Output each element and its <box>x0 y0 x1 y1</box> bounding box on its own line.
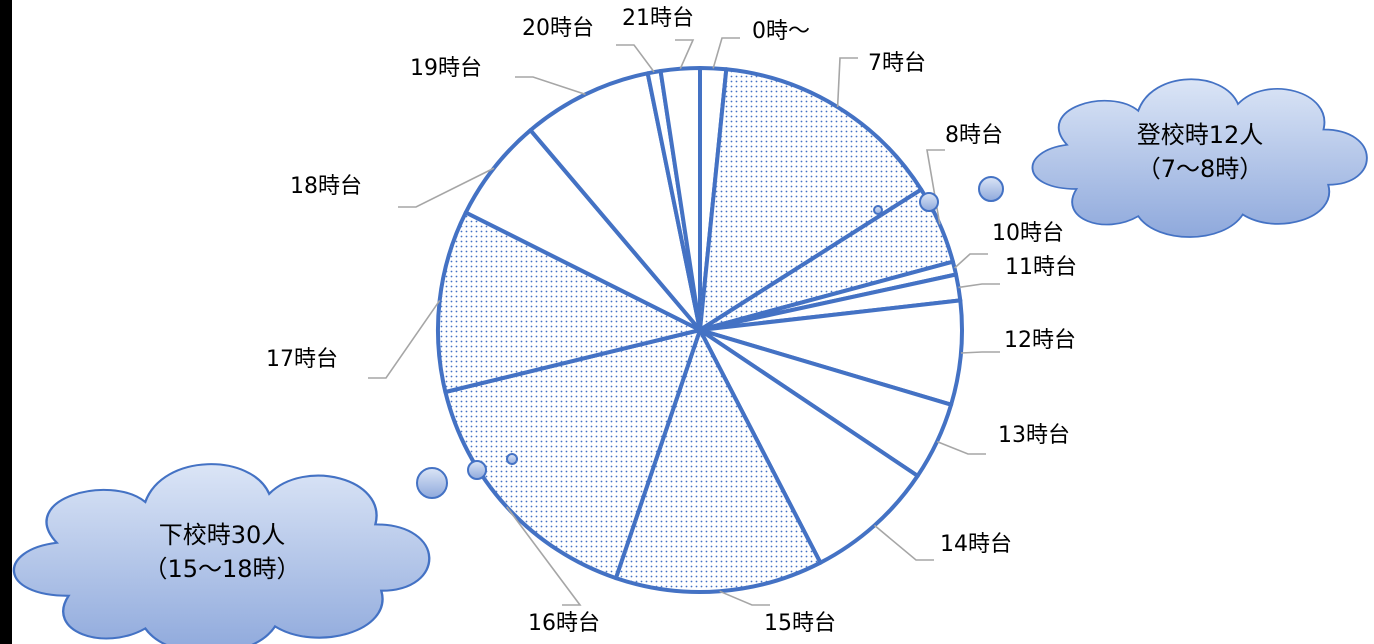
slice-label: 0時〜 <box>752 19 810 44</box>
callout-bubble <box>506 453 518 465</box>
leader-line <box>958 283 1000 289</box>
slice-label: 7時台 <box>868 51 926 76</box>
slice-label: 21時台 <box>622 6 694 31</box>
left-edge-bar <box>0 0 12 644</box>
leader-line <box>960 351 1000 354</box>
callout-bubble <box>978 176 1004 202</box>
pie-slice <box>658 66 702 332</box>
slice-label: 15時台 <box>764 611 836 636</box>
slice-label: 8時台 <box>945 123 1003 148</box>
callout-bubble <box>919 192 939 212</box>
leader-line <box>954 253 988 269</box>
leader-line <box>616 44 655 73</box>
leader-line <box>836 57 858 108</box>
callout-line2: （7〜8時） <box>1137 155 1264 183</box>
leader-line <box>712 37 740 69</box>
leader-line <box>719 590 770 606</box>
leader-line <box>515 76 586 96</box>
callout-bubble <box>873 205 883 215</box>
pie-slices <box>435 65 964 594</box>
leader-lines <box>368 37 1000 606</box>
slice-label: 20時台 <box>522 16 594 41</box>
slice-label: 16時台 <box>528 611 600 636</box>
slice-label: 10時台 <box>992 221 1064 246</box>
slice-label: 17時台 <box>266 347 338 372</box>
callout-line1: 登校時12人 <box>1137 121 1264 149</box>
slice-label: 12時台 <box>1004 328 1076 353</box>
callout-bubble <box>416 467 448 499</box>
slice-label: 13時台 <box>998 423 1070 448</box>
leader-line <box>368 299 441 379</box>
slice-label: 19時台 <box>410 56 482 81</box>
slice-label: 18時台 <box>290 174 362 199</box>
pie-slice <box>698 67 924 332</box>
slice-label: 11時台 <box>1005 255 1077 280</box>
callout-line1: 下校時30人 <box>159 521 286 549</box>
leader-line <box>675 39 695 70</box>
callout-bubble <box>467 460 487 480</box>
leader-line <box>873 524 934 561</box>
callouts: 登校時12人 （7〜8時） 下校時30人 （15〜18時） <box>12 78 1368 644</box>
slice-label: 14時台 <box>940 532 1012 557</box>
leader-line <box>506 506 582 606</box>
callout-line2: （15〜18時） <box>143 555 300 583</box>
slice-labels: 0時〜 7時台 8時台 10時台 11時台 12時台 13時台 14時台 15時台 16時台 17時… <box>266 6 1077 636</box>
leader-line <box>398 167 495 208</box>
leader-line <box>936 440 986 455</box>
pie-slice <box>613 328 823 594</box>
